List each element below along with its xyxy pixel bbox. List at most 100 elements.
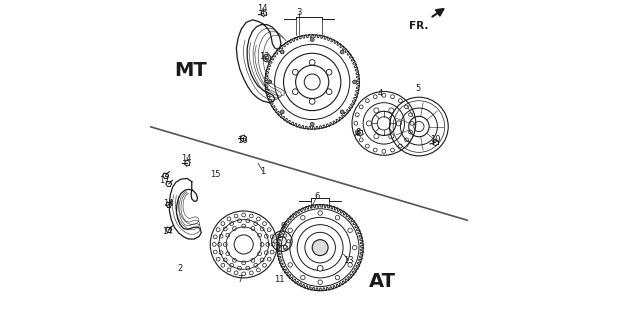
Text: 1: 1 xyxy=(260,167,265,176)
Circle shape xyxy=(216,257,220,261)
Text: 14: 14 xyxy=(162,227,172,236)
Circle shape xyxy=(221,263,225,267)
Circle shape xyxy=(260,243,264,246)
Circle shape xyxy=(405,138,408,142)
Circle shape xyxy=(237,219,242,223)
Circle shape xyxy=(382,149,386,153)
Circle shape xyxy=(227,217,231,221)
Text: 3: 3 xyxy=(296,8,302,17)
Circle shape xyxy=(219,251,223,255)
Text: FR.: FR. xyxy=(409,21,428,31)
Text: 11: 11 xyxy=(274,275,285,284)
Circle shape xyxy=(256,217,260,221)
Circle shape xyxy=(355,130,359,134)
Circle shape xyxy=(365,99,370,103)
Circle shape xyxy=(348,228,352,233)
Circle shape xyxy=(396,121,401,126)
Text: 9: 9 xyxy=(280,222,286,231)
Circle shape xyxy=(341,50,344,54)
Circle shape xyxy=(391,148,394,152)
Circle shape xyxy=(355,113,359,116)
Circle shape xyxy=(310,99,315,104)
Text: AT: AT xyxy=(369,272,396,291)
Circle shape xyxy=(218,243,221,246)
Circle shape xyxy=(318,280,323,284)
Circle shape xyxy=(281,50,284,54)
Circle shape xyxy=(288,228,292,233)
Circle shape xyxy=(234,214,238,218)
Circle shape xyxy=(263,222,266,226)
Text: 4: 4 xyxy=(378,89,383,98)
Circle shape xyxy=(270,250,274,254)
Circle shape xyxy=(391,95,394,99)
Circle shape xyxy=(223,243,227,246)
Circle shape xyxy=(216,228,220,232)
Circle shape xyxy=(373,95,377,99)
Circle shape xyxy=(251,227,255,230)
Circle shape xyxy=(246,219,250,223)
Circle shape xyxy=(389,108,394,113)
Text: 10: 10 xyxy=(430,135,440,144)
Circle shape xyxy=(226,252,230,256)
Circle shape xyxy=(300,215,305,220)
Circle shape xyxy=(310,38,314,42)
Circle shape xyxy=(230,263,234,267)
Circle shape xyxy=(242,213,245,217)
Circle shape xyxy=(341,110,344,114)
Circle shape xyxy=(348,263,352,267)
Circle shape xyxy=(284,234,287,237)
Circle shape xyxy=(213,243,216,246)
Circle shape xyxy=(408,130,412,134)
Circle shape xyxy=(223,258,227,262)
Circle shape xyxy=(226,233,230,237)
Circle shape xyxy=(246,266,250,270)
Circle shape xyxy=(263,263,266,267)
Circle shape xyxy=(260,258,264,262)
Circle shape xyxy=(310,123,314,126)
Text: 14: 14 xyxy=(258,4,268,13)
Circle shape xyxy=(359,105,363,109)
Text: 16: 16 xyxy=(237,136,247,145)
Text: 2: 2 xyxy=(177,264,182,273)
Circle shape xyxy=(266,243,269,246)
Text: 14: 14 xyxy=(163,198,174,207)
Circle shape xyxy=(242,261,245,265)
Circle shape xyxy=(267,228,271,232)
Circle shape xyxy=(234,271,238,275)
Circle shape xyxy=(374,134,379,139)
Circle shape xyxy=(267,257,271,261)
Circle shape xyxy=(213,235,217,239)
Text: 15: 15 xyxy=(210,170,221,179)
Text: 7: 7 xyxy=(237,275,242,284)
Circle shape xyxy=(405,105,408,109)
Circle shape xyxy=(353,80,357,84)
Circle shape xyxy=(223,227,227,231)
Text: 12: 12 xyxy=(259,52,269,61)
Circle shape xyxy=(382,93,386,97)
Circle shape xyxy=(389,134,394,139)
Circle shape xyxy=(365,144,370,148)
Circle shape xyxy=(242,224,245,228)
Circle shape xyxy=(292,89,298,94)
Circle shape xyxy=(256,268,260,272)
Circle shape xyxy=(317,266,323,271)
Circle shape xyxy=(237,266,242,270)
Text: 6: 6 xyxy=(315,192,320,201)
Circle shape xyxy=(326,89,332,94)
Circle shape xyxy=(284,245,287,249)
Circle shape xyxy=(277,234,280,237)
Text: 17: 17 xyxy=(159,176,170,185)
Text: 13: 13 xyxy=(344,256,354,265)
Circle shape xyxy=(251,259,255,262)
Circle shape xyxy=(274,240,277,243)
Text: MT: MT xyxy=(175,61,208,80)
Circle shape xyxy=(374,108,379,113)
Circle shape xyxy=(232,259,237,262)
Circle shape xyxy=(292,69,298,75)
Circle shape xyxy=(232,227,237,230)
Circle shape xyxy=(230,222,234,226)
Circle shape xyxy=(373,148,377,152)
Circle shape xyxy=(283,245,288,250)
Circle shape xyxy=(288,263,292,267)
Text: 14: 14 xyxy=(181,154,192,163)
